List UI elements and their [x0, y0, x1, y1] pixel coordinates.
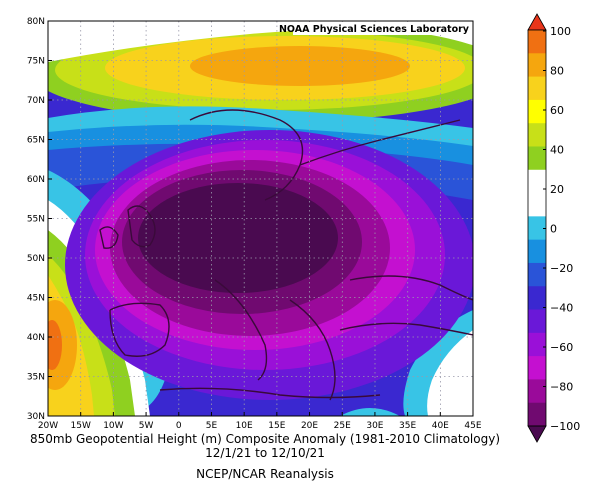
longitude-label: 30E	[366, 421, 383, 431]
caption-dates: 12/1/21 to 12/10/21	[205, 446, 325, 460]
colorbar-max-arrow	[527, 13, 547, 31]
caption-source: NCEP/NCAR Reanalysis	[196, 467, 334, 481]
colorbar-segment	[528, 402, 546, 427]
colorbar-segment	[528, 239, 546, 264]
colorbar-segment	[528, 99, 546, 124]
colorbar-tick-label: 80	[550, 65, 564, 78]
latitude-label: 60N	[27, 175, 45, 185]
colorbar	[527, 13, 547, 443]
latitude-label: 70N	[27, 96, 45, 106]
longitude-label: 45E	[464, 421, 481, 431]
colorbar-min-arrow	[527, 425, 547, 443]
longitude-label: 15W	[71, 421, 91, 431]
coastlines	[99, 109, 473, 401]
colorbar-tick-label: −80	[550, 381, 573, 394]
colorbar-tick-label: 20	[550, 183, 564, 196]
longitude-label: 10W	[103, 421, 123, 431]
longitude-label: 25E	[334, 421, 351, 431]
longitude-label: 5W	[139, 421, 154, 431]
latitude-label: 30N	[27, 412, 45, 422]
colorbar-tick-label: −20	[550, 262, 573, 275]
latitude-label: 65N	[27, 136, 45, 146]
colorbar-segment	[528, 309, 546, 334]
longitude-label: 35E	[399, 421, 416, 431]
colorbar-segment	[528, 216, 546, 241]
latitude-label: 75N	[27, 57, 45, 67]
colorbar-tick-label: 0	[550, 223, 557, 236]
credit-box	[293, 22, 471, 35]
colorbar-tick-label: −40	[550, 302, 573, 315]
caption-title: 850mb Geopotential Height (m) Composite …	[29, 432, 500, 446]
colorbar-segment	[528, 76, 546, 101]
longitude-labels: 20W 15W 10W 5W 0 5E 10E 15E 20E 25E 30E 35E 40E 45E	[38, 412, 482, 431]
longitude-label: 0	[176, 421, 182, 431]
colorbar-segment	[528, 193, 546, 217]
latitude-label: 80N	[27, 17, 45, 27]
colorbar-segment	[528, 146, 546, 171]
longitude-label: 40E	[432, 421, 449, 431]
longitude-label: 15E	[268, 421, 285, 431]
colorbar-segment	[528, 332, 546, 357]
colorbar-segment	[528, 286, 546, 311]
colorbar-tick-label: 100	[550, 25, 571, 38]
colorbar-tick-labels: 100 80 60 40 20 0 −20 −40 −60 −80 −100	[543, 25, 580, 433]
colorbar-segment	[528, 30, 546, 54]
longitude-label: 10E	[236, 421, 253, 431]
latitude-labels: 80N 75N 70N 65N 60N 55N 50N 45N 40N 35N 30N	[27, 17, 52, 422]
colorbar-segment	[528, 53, 546, 78]
latitude-label: 55N	[27, 215, 45, 225]
latitude-label: 35N	[27, 373, 45, 383]
graticule	[48, 21, 473, 416]
latitude-label: 40N	[27, 333, 45, 343]
credit-label: NOAA Physical Sciences Laboratory	[279, 24, 470, 35]
colorbar-segment	[528, 262, 546, 287]
colorbar-tick-label: 40	[550, 144, 564, 157]
colorbar-segment	[528, 169, 546, 194]
anomaly-field	[48, 21, 473, 416]
latitude-label: 45N	[27, 294, 45, 304]
longitude-label: 20E	[301, 421, 318, 431]
colorbar-tick-label: −60	[550, 341, 573, 354]
colorbar-tick-label: 60	[550, 104, 564, 117]
longitude-label: 20W	[38, 421, 58, 431]
latitude-label: 50N	[27, 254, 45, 264]
colorbar-segment	[528, 356, 546, 380]
colorbar-segment	[528, 123, 546, 147]
colorbar-segment	[528, 379, 546, 404]
longitude-label: 5E	[206, 421, 218, 431]
colorbar-tick-label: −100	[550, 420, 580, 433]
